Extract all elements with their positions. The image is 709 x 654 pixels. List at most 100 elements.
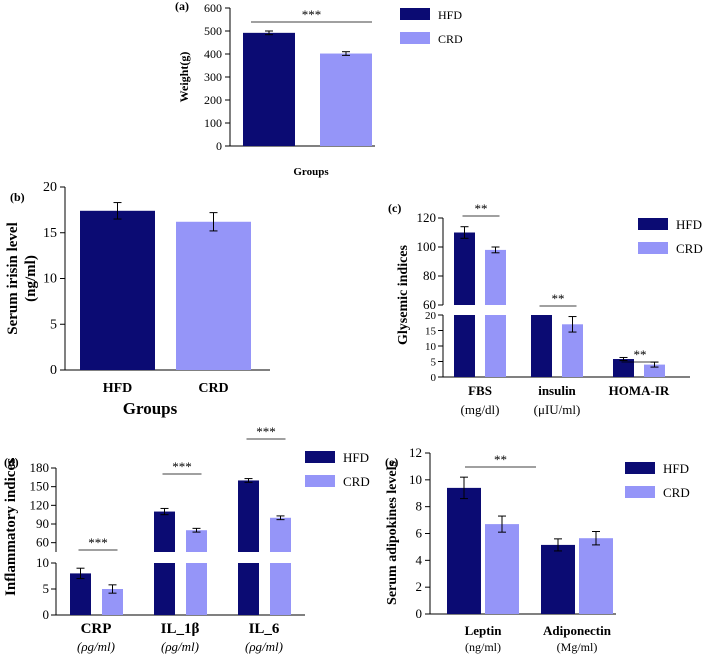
c-y-tick-label-lower-4: 20 xyxy=(425,310,437,322)
a-y-tick-label-1: 100 xyxy=(204,116,222,130)
d-y-tick-label-upper-4: 180 xyxy=(30,460,50,475)
a-legend-label-crd: CRD xyxy=(438,32,463,46)
c-y-tick-label-lower-3: 15 xyxy=(425,326,437,338)
d-legend-swatch-hfd xyxy=(305,451,335,463)
a-y-label: Weight(g) xyxy=(177,52,191,103)
d-bar-hfd-1-lower xyxy=(154,563,175,615)
e-x-tick-label-0: Leptin xyxy=(465,623,503,638)
a-legend-swatch-crd xyxy=(400,32,430,44)
d-sig-label-1: *** xyxy=(172,459,192,474)
d-legend-label-crd: CRD xyxy=(343,474,370,489)
d-x-tick-label-0: CRP xyxy=(81,621,112,637)
e-y-tick-label-0: 0 xyxy=(416,606,423,621)
c-legend-label-hfd: HFD xyxy=(676,217,702,232)
b-bar-crd xyxy=(176,221,251,370)
a-legend-swatch-hfd xyxy=(400,8,430,20)
c-y-label: Glysemic indices xyxy=(396,244,411,344)
c-sig-label-2: ** xyxy=(634,347,647,362)
a-y-tick-label-4: 400 xyxy=(204,47,222,61)
c-bar-hfd-0-upper xyxy=(454,232,475,305)
d-sig-label-0: *** xyxy=(88,535,108,550)
b-y-label-units: (ng/ml) xyxy=(23,255,39,302)
a-legend-label-hfd: HFD xyxy=(438,8,462,22)
c-bar-crd-0-lower xyxy=(485,315,506,377)
c-bar-hfd-0-lower xyxy=(454,315,475,377)
b-y-tick-label-3: 15 xyxy=(43,226,57,241)
e-bar-crd-1 xyxy=(579,538,613,614)
d-x-tick-label-1: IL_1β xyxy=(161,621,200,637)
e-bar-hfd-1 xyxy=(541,544,575,614)
c-legend-swatch-crd xyxy=(638,242,668,254)
b-y-tick-label-1: 5 xyxy=(50,317,57,332)
c-x-tick-units-1: (μIU/ml) xyxy=(534,402,581,417)
e-legend-label-hfd: HFD xyxy=(663,461,689,476)
a-bar-crd xyxy=(320,53,372,146)
e-legend-swatch-hfd xyxy=(625,462,655,474)
d-legend-label-hfd: HFD xyxy=(343,450,369,465)
c-bar-hfd-1 xyxy=(531,315,552,377)
d-bar-crd-2-lower xyxy=(270,563,291,615)
e-y-tick-label-2: 4 xyxy=(416,552,423,567)
a-y-tick-label-5: 500 xyxy=(204,24,222,38)
e-y-tick-label-1: 2 xyxy=(416,579,423,594)
c-y-tick-label-lower-2: 10 xyxy=(425,341,437,353)
d-bar-crd-0 xyxy=(102,589,123,615)
b-y-tick-label-2: 10 xyxy=(43,272,57,287)
d-y-tick-label-lower-1: 5 xyxy=(43,581,50,596)
c-sig-label-0: ** xyxy=(475,201,488,216)
d-y-tick-label-upper-3: 150 xyxy=(30,479,50,494)
c-y-tick-label-upper-0: 60 xyxy=(423,297,436,312)
b-x-tick-label-hfd: HFD xyxy=(103,381,133,396)
e-x-tick-units-0: (ng/ml) xyxy=(465,640,501,654)
e-legend-label-crd: CRD xyxy=(663,485,690,500)
e-x-tick-label-1: Adiponectin xyxy=(543,623,612,638)
b-bar-hfd xyxy=(80,210,155,370)
a-x-label: Groups xyxy=(293,166,329,178)
c-y-tick-label-upper-2: 100 xyxy=(417,239,437,254)
a-bar-hfd xyxy=(243,32,295,147)
b-y-tick-label-4: 20 xyxy=(43,180,57,195)
b-x-label: Groups xyxy=(123,399,178,418)
d-y-label: Inflammatory indices xyxy=(3,458,19,596)
b-y-tick-label-0: 0 xyxy=(50,363,57,378)
c-bar-crd-1 xyxy=(562,324,583,377)
d-sig-label-2: *** xyxy=(256,424,276,439)
a-y-tick-label-0: 0 xyxy=(216,139,222,153)
d-bar-hfd-0 xyxy=(70,573,91,615)
a-sig-label-0: *** xyxy=(302,7,322,22)
d-bar-crd-1-lower xyxy=(186,563,207,615)
e-x-tick-units-1: (Mg/ml) xyxy=(557,640,598,654)
d-x-tick-units-1: (ρg/ml) xyxy=(161,639,199,654)
c-y-tick-label-upper-1: 80 xyxy=(423,268,436,283)
b-y-label: Serum irisin level xyxy=(5,222,21,335)
c-x-tick-units-0: (mg/dl) xyxy=(461,402,500,417)
c-y-tick-label-lower-0: 0 xyxy=(431,372,437,384)
e-bar-hfd-0 xyxy=(447,487,481,614)
panel-d-letter: (d) xyxy=(4,455,19,469)
e-y-tick-label-3: 6 xyxy=(416,526,423,541)
panel-a-letter: (a) xyxy=(175,0,189,13)
d-x-tick-units-2: (ρg/ml) xyxy=(245,639,283,654)
d-bar-crd-2-upper xyxy=(270,517,291,552)
panel-b-letter: (b) xyxy=(10,190,25,204)
b-x-tick-label-crd: CRD xyxy=(198,381,228,396)
e-legend-swatch-crd xyxy=(625,486,655,498)
c-x-tick-label-2: HOMA-IR xyxy=(609,383,670,398)
d-y-tick-label-upper-0: 60 xyxy=(36,535,49,550)
d-y-tick-label-upper-1: 90 xyxy=(36,516,49,531)
c-x-tick-label-0: FBS xyxy=(468,383,492,398)
c-y-tick-label-lower-1: 5 xyxy=(431,357,437,369)
d-y-tick-label-lower-0: 0 xyxy=(43,607,50,622)
e-y-tick-label-5: 10 xyxy=(409,472,422,487)
d-y-tick-label-upper-2: 120 xyxy=(30,497,50,512)
a-y-tick-label-2: 200 xyxy=(204,93,222,107)
a-y-tick-label-3: 300 xyxy=(204,70,222,84)
d-bar-hfd-1-upper xyxy=(154,511,175,552)
panel-e-letter: (e) xyxy=(385,455,398,469)
e-y-tick-label-4: 8 xyxy=(416,499,423,514)
c-y-tick-label-upper-3: 120 xyxy=(417,210,437,225)
d-bar-crd-1-upper xyxy=(186,530,207,552)
e-bar-crd-0 xyxy=(485,524,519,614)
a-y-tick-label-6: 600 xyxy=(204,1,222,15)
